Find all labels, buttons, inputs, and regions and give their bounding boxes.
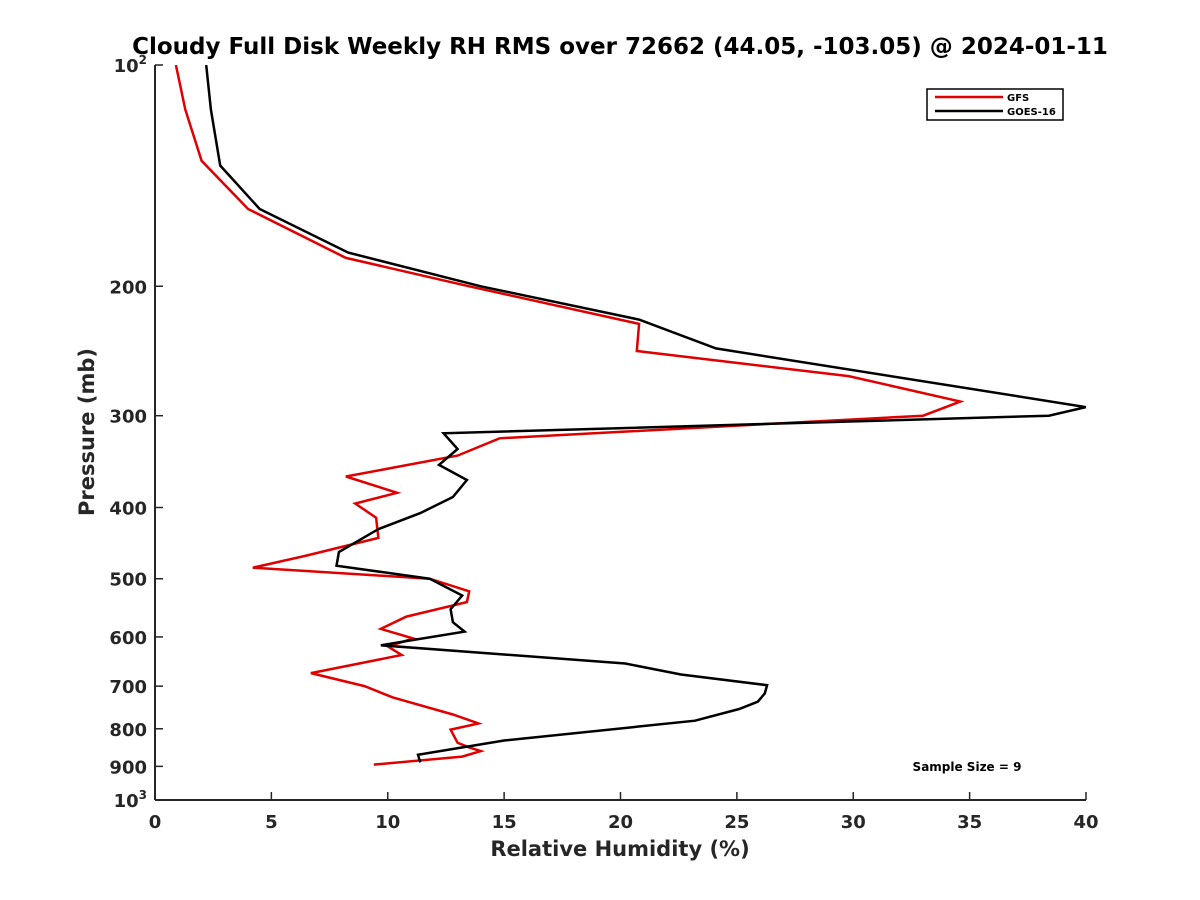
y-tick-label: 400 bbox=[109, 499, 147, 520]
y-tick-label: 900 bbox=[109, 757, 147, 778]
y-tick-label: 600 bbox=[109, 628, 147, 649]
x-tick-label: 15 bbox=[492, 812, 517, 833]
y-tick-label: 103 bbox=[114, 788, 147, 812]
y-axis-label: Pressure (mb) bbox=[75, 348, 99, 516]
legend-label-gfs: GFS bbox=[1007, 93, 1029, 104]
x-tick-label: 10 bbox=[375, 812, 400, 833]
y-ticks: 102 200 300 400 500 600 700 800 900 103 bbox=[109, 53, 163, 812]
legend-label-goes16: GOES-16 bbox=[1007, 107, 1056, 118]
y-tick-label: 102 bbox=[114, 53, 147, 77]
y-tick-label: 800 bbox=[109, 720, 147, 741]
x-tick-label: 25 bbox=[724, 812, 749, 833]
chart-title: Cloudy Full Disk Weekly RH RMS over 7266… bbox=[132, 34, 1108, 60]
x-axis-label: Relative Humidity (%) bbox=[490, 837, 749, 861]
y-tick-label: 300 bbox=[109, 407, 147, 428]
series-layer bbox=[174, 65, 1086, 766]
x-tick-label: 30 bbox=[841, 812, 866, 833]
y-tick-label: 200 bbox=[109, 277, 147, 298]
sample-size-annotation: Sample Size = 9 bbox=[913, 760, 1022, 774]
x-tick-label: 40 bbox=[1073, 812, 1098, 833]
y-tick-label: 700 bbox=[109, 677, 147, 698]
x-ticks: 0 5 10 15 20 25 30 35 40 bbox=[149, 792, 1099, 833]
y-tick-label: 500 bbox=[109, 570, 147, 591]
legend-box bbox=[926, 88, 1064, 121]
x-tick-label: 20 bbox=[608, 812, 633, 833]
x-tick-label: 5 bbox=[265, 812, 278, 833]
legend: GFS GOES-16 bbox=[926, 88, 1064, 121]
series-line-gfs bbox=[174, 65, 965, 766]
series-line-goes16 bbox=[204, 65, 1086, 763]
x-tick-label: 0 bbox=[149, 812, 162, 833]
x-tick-label: 35 bbox=[957, 812, 982, 833]
